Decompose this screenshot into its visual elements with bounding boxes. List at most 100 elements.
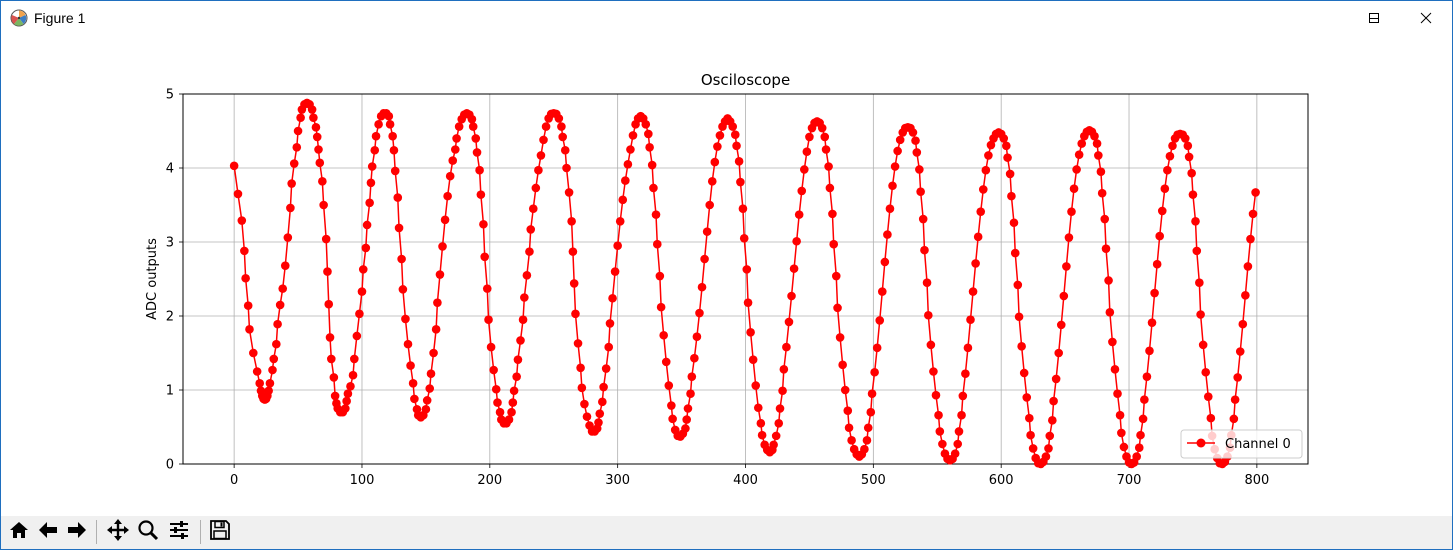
data-point <box>715 131 725 140</box>
data-point <box>1187 168 1196 178</box>
data-point <box>516 336 525 345</box>
data-point <box>957 410 966 420</box>
data-point <box>1025 413 1034 423</box>
data-point <box>1048 416 1057 425</box>
data-point <box>397 254 406 264</box>
data-point <box>875 316 885 325</box>
data-point <box>775 404 785 413</box>
data-point <box>576 363 585 373</box>
data-point <box>233 189 243 199</box>
save-icon <box>209 519 231 545</box>
data-point <box>1005 169 1015 179</box>
data-point <box>577 383 587 393</box>
figure-canvas[interactable]: 0 100 200 300 400 500 600 700 800 0 1 2 3 4 5 Oscilosc… <box>1 35 1452 516</box>
data-point <box>787 291 796 301</box>
x-tick-label: 100 <box>350 473 375 488</box>
data-point <box>1138 414 1148 424</box>
data-point <box>482 284 492 293</box>
data-point <box>520 293 529 302</box>
data-point <box>1206 413 1216 423</box>
data-point <box>824 162 833 171</box>
data-point <box>802 147 812 157</box>
forward-button[interactable] <box>63 518 91 546</box>
data-point <box>598 397 607 407</box>
close-button[interactable] <box>1403 1 1449 35</box>
data-point <box>981 165 991 175</box>
data-point <box>370 145 380 155</box>
data-point <box>393 193 403 202</box>
data-point <box>269 354 279 364</box>
configure-subplots-button[interactable] <box>165 518 193 546</box>
data-point <box>350 354 359 364</box>
data-point <box>558 132 567 142</box>
data-point <box>756 419 766 428</box>
title-bar[interactable]: Figure 1 <box>1 1 1452 35</box>
zoom-button[interactable] <box>134 518 162 546</box>
home-button[interactable] <box>5 518 33 546</box>
data-point <box>999 134 1009 143</box>
data-point <box>272 339 281 349</box>
data-point <box>888 181 897 191</box>
back-icon <box>37 519 59 545</box>
data-point <box>695 308 704 318</box>
data-point <box>1072 165 1081 174</box>
data-point <box>954 427 964 436</box>
data-point <box>358 265 368 274</box>
x-tick-label: 700 <box>1117 473 1142 488</box>
data-point <box>774 419 784 428</box>
data-point <box>623 160 633 169</box>
data-point <box>605 319 615 328</box>
data-point <box>924 310 933 320</box>
data-point <box>713 142 722 151</box>
y-tick-label: 5 <box>166 88 174 103</box>
data-point <box>651 210 661 219</box>
data-point <box>275 300 285 310</box>
data-point <box>283 233 293 242</box>
data-point <box>613 241 622 250</box>
back-button[interactable] <box>34 518 62 546</box>
data-point <box>895 135 905 145</box>
data-point <box>343 389 353 399</box>
data-point <box>371 131 381 141</box>
data-point <box>690 353 699 363</box>
data-point <box>915 165 924 174</box>
data-point <box>325 333 335 342</box>
data-point <box>484 315 493 325</box>
minimize-button[interactable] <box>1351 1 1397 35</box>
data-point <box>567 216 576 226</box>
data-point <box>645 142 654 152</box>
data-point <box>1110 364 1120 374</box>
data-point <box>953 439 963 449</box>
data-point <box>1145 346 1154 356</box>
data-point <box>641 120 651 129</box>
data-point <box>860 444 869 454</box>
data-point <box>1007 191 1016 201</box>
chart-title: Osciloscope <box>701 71 790 89</box>
data-point <box>426 369 436 379</box>
data-point <box>702 227 712 236</box>
save-button[interactable] <box>206 518 234 546</box>
data-point <box>707 177 717 186</box>
data-point <box>687 372 697 381</box>
data-point <box>728 122 738 131</box>
data-point <box>355 309 364 319</box>
data-point <box>863 423 873 433</box>
data-point <box>931 390 941 400</box>
maximize-button[interactable] <box>1351 1 1397 35</box>
toolbar-separator <box>96 520 97 544</box>
x-tick-label: 600 <box>989 473 1014 488</box>
data-point <box>513 355 523 364</box>
data-point <box>1101 244 1111 253</box>
data-point <box>778 386 787 396</box>
data-point <box>697 282 707 292</box>
data-point <box>1180 134 1190 143</box>
data-point <box>736 177 745 187</box>
data-point <box>950 449 960 458</box>
pan-button[interactable] <box>104 518 132 546</box>
data-point <box>348 370 358 380</box>
data-point <box>820 132 830 142</box>
data-point <box>451 145 460 154</box>
data-point <box>475 165 484 175</box>
data-point <box>312 132 322 142</box>
data-point <box>292 142 302 152</box>
